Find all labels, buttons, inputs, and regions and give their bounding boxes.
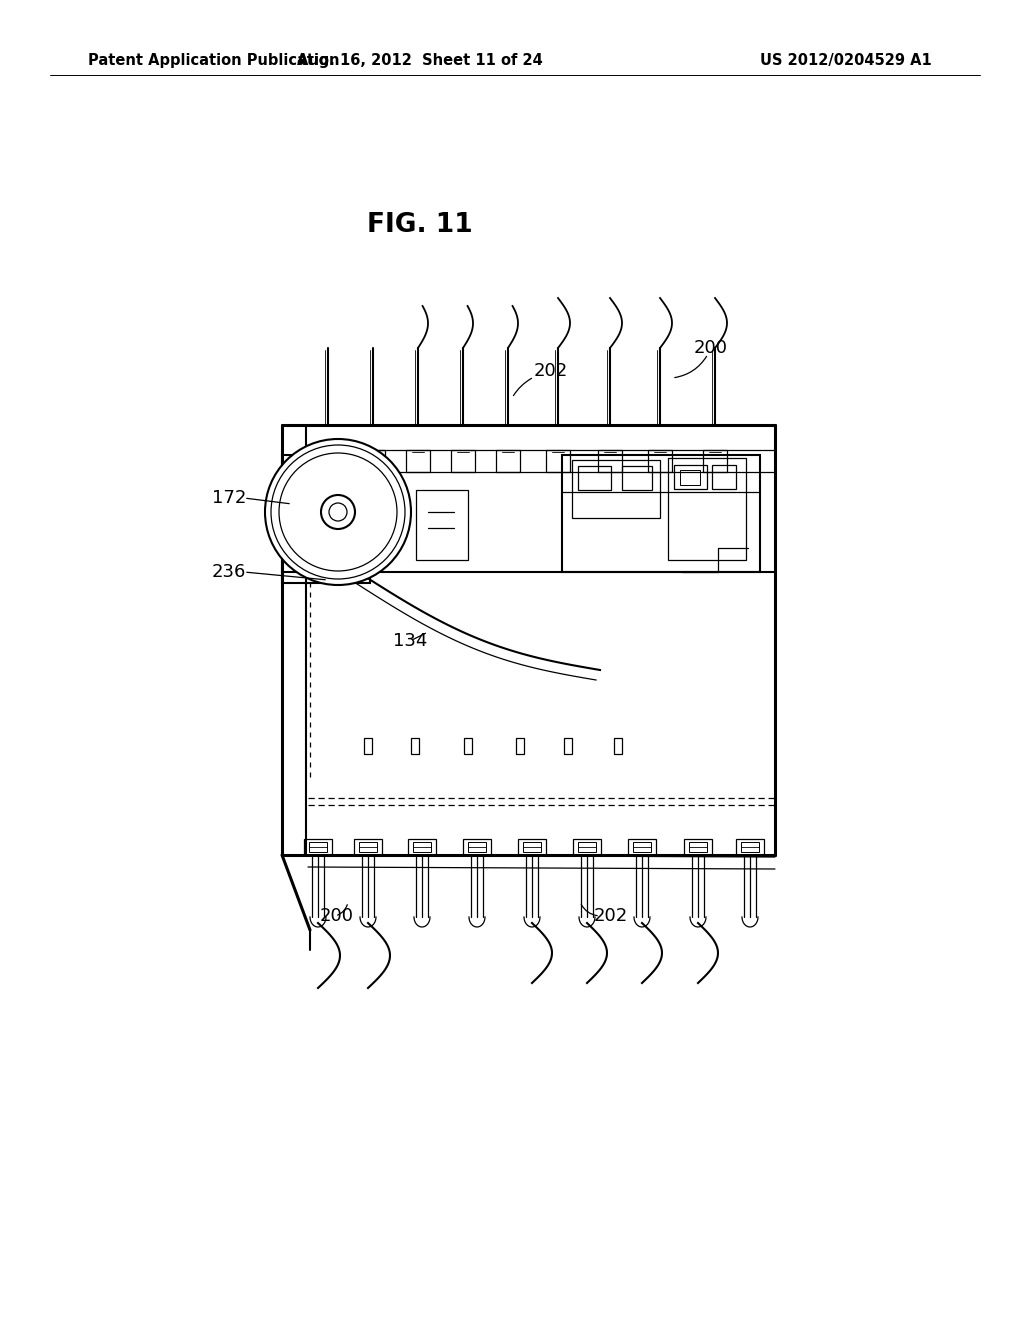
Text: 200: 200: [319, 907, 354, 925]
Bar: [496, 450, 520, 473]
Bar: [408, 840, 436, 855]
Bar: [361, 450, 385, 473]
Text: 172: 172: [212, 488, 246, 507]
Bar: [364, 738, 372, 754]
Bar: [564, 738, 572, 754]
Text: FIG. 11: FIG. 11: [368, 213, 473, 238]
Bar: [712, 465, 736, 488]
Bar: [578, 842, 596, 851]
Bar: [464, 738, 472, 754]
Bar: [572, 459, 660, 517]
Text: 202: 202: [534, 362, 568, 380]
Bar: [622, 466, 652, 490]
Bar: [703, 450, 727, 473]
Bar: [411, 738, 419, 754]
Text: 236: 236: [212, 564, 246, 581]
Text: 200: 200: [694, 339, 728, 356]
Bar: [546, 450, 570, 473]
Text: US 2012/0204529 A1: US 2012/0204529 A1: [760, 53, 932, 67]
Bar: [316, 450, 340, 473]
Bar: [689, 842, 707, 851]
Bar: [598, 450, 622, 473]
Bar: [684, 840, 712, 855]
Bar: [354, 840, 382, 855]
Circle shape: [329, 503, 347, 521]
Bar: [741, 842, 759, 851]
Bar: [573, 840, 601, 855]
Bar: [359, 842, 377, 851]
Bar: [309, 842, 327, 851]
Circle shape: [321, 495, 355, 529]
Bar: [304, 840, 332, 855]
Bar: [648, 450, 672, 473]
Bar: [674, 465, 707, 488]
Circle shape: [265, 440, 411, 585]
Bar: [633, 842, 651, 851]
Bar: [628, 840, 656, 855]
Bar: [413, 842, 431, 851]
Bar: [282, 455, 370, 583]
Bar: [562, 455, 760, 572]
Text: Aug. 16, 2012  Sheet 11 of 24: Aug. 16, 2012 Sheet 11 of 24: [297, 53, 543, 67]
Bar: [516, 738, 524, 754]
Bar: [523, 842, 541, 851]
Bar: [463, 840, 490, 855]
Bar: [578, 466, 611, 490]
Bar: [680, 470, 700, 484]
Text: 134: 134: [393, 632, 427, 649]
Text: Patent Application Publication: Patent Application Publication: [88, 53, 340, 67]
Bar: [614, 738, 622, 754]
Bar: [468, 842, 486, 851]
Bar: [451, 450, 475, 473]
Bar: [406, 450, 430, 473]
Bar: [736, 840, 764, 855]
Bar: [416, 490, 468, 560]
Bar: [668, 458, 746, 560]
Text: 202: 202: [594, 907, 629, 925]
Bar: [518, 840, 546, 855]
